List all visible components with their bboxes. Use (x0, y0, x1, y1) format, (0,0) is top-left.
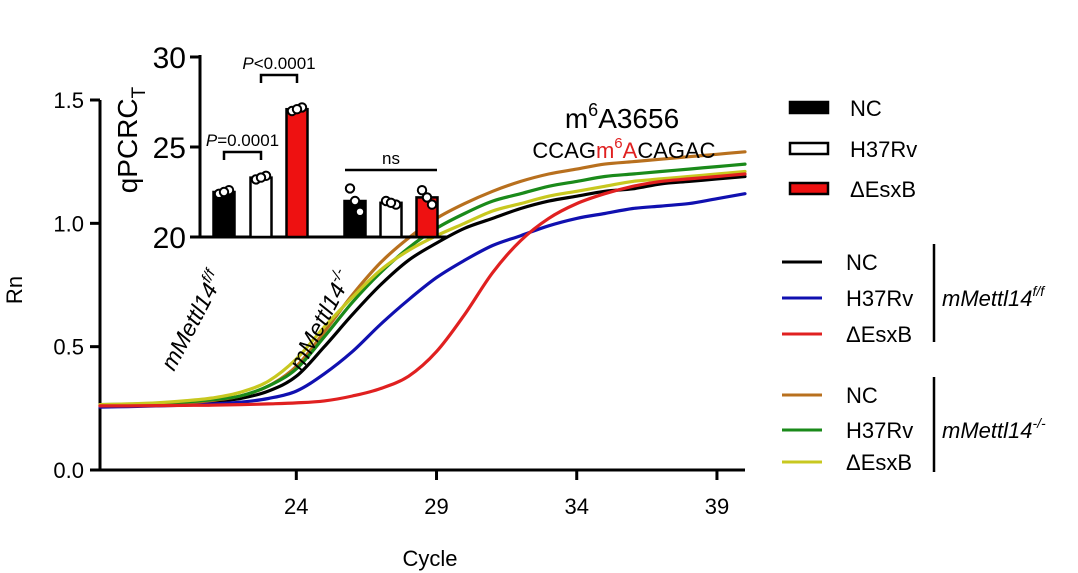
comparison-label: P<0.0001 (242, 54, 315, 73)
main-y-tick-label: 1.5 (53, 88, 84, 113)
bar-data-point (416, 185, 428, 196)
legend-line-label-nc-ff: NC (846, 250, 878, 275)
bar-nc-ff (212, 190, 236, 239)
main-x-tick-label: 24 (284, 494, 308, 519)
main-x-tick-label: 34 (564, 494, 588, 519)
legend-line-label-esxb-ko: ΔEsxB (846, 450, 912, 475)
bar-data-point (344, 183, 356, 194)
legend-swatch-h37rv (788, 141, 830, 156)
legend-line-label-nc-ko: NC (846, 383, 878, 408)
legend-label-h37rv: H37Rv (850, 137, 917, 162)
bar-data-point (291, 104, 303, 115)
bar-data-point (385, 197, 397, 209)
legend-swatch-nc (788, 100, 830, 115)
m6a-annotation: m6A3656 CCAGm6ACAGAC (532, 100, 715, 163)
inset-y-label: qPCRCT (112, 86, 150, 193)
main-x-tick-label: 29 (424, 494, 448, 519)
series-line-esxb-ko (98, 169, 747, 407)
legend-line-label-h37rv-ko: H37Rv (846, 418, 913, 443)
group-label-legend-ff: mMettl14f/f (942, 283, 1046, 311)
comparison-bracket (222, 150, 263, 160)
inset-y-tick-label: 20 (153, 222, 186, 255)
bar-h37rv-ff (249, 176, 273, 239)
main-x-ticks: 24 29 34 39 (284, 470, 729, 519)
inset-comparisons: P=0.0001 P<0.0001 ns (206, 54, 437, 172)
inset-y-tick-label: 30 (153, 42, 186, 75)
main-y-label: Rn (2, 276, 27, 304)
main-x-label: Cycle (402, 546, 457, 571)
main-x-tick-label: 39 (705, 494, 729, 519)
group-label-legend-ko: mMettl14-/- (942, 415, 1046, 443)
bar-data-point (426, 199, 438, 210)
main-y-ticks: 0.0 0.5 1.0 1.5 (53, 88, 100, 483)
inset-y-ticks: 20 25 30 (153, 42, 200, 255)
legend-swatch-esxb (788, 181, 830, 196)
bar-data-point (421, 192, 433, 203)
bar-data-point (349, 195, 361, 207)
group-label-fl-fl: mMettl14f/f (154, 265, 230, 374)
series-line-esxb-ff (98, 172, 747, 408)
bar-esxb-ff (285, 107, 309, 239)
inset-bars (212, 102, 439, 239)
legend-line-label-h37rv-ff: H37Rv (846, 286, 913, 311)
main-y-tick-label: 0.5 (53, 335, 84, 360)
legend-label-nc: NC (850, 96, 882, 121)
legend-line-label-esxb-ff: ΔEsxB (846, 322, 912, 347)
inset-bar-chart: 20 25 30 P=0.0001 P<0.0001 ns qPCRCT mMettl1… (112, 42, 447, 374)
bar-legend: NC H37Rv ΔEsxB (788, 96, 917, 202)
bar-data-point (218, 186, 230, 198)
bar-data-point (255, 172, 267, 183)
legend-label-esxb: ΔEsxB (850, 177, 916, 202)
comparison-label: P=0.0001 (206, 131, 279, 150)
bar-nc-ko (343, 199, 367, 239)
line-legend: NC H37Rv ΔEsxB mMettl14f/f NC H37Rv ΔEsx… (782, 244, 1046, 475)
inset-y-tick-label: 25 (153, 132, 186, 165)
bar-data-point (354, 206, 366, 218)
comparison-label: ns (382, 149, 400, 168)
main-y-tick-label: 1.0 (53, 211, 84, 236)
annotation-title: m6A3656 (565, 100, 679, 134)
main-y-tick-label: 0.0 (53, 458, 84, 483)
comparison-bracket (259, 73, 299, 83)
annotation-sequence: CCAGm6ACAGAC (532, 135, 715, 163)
